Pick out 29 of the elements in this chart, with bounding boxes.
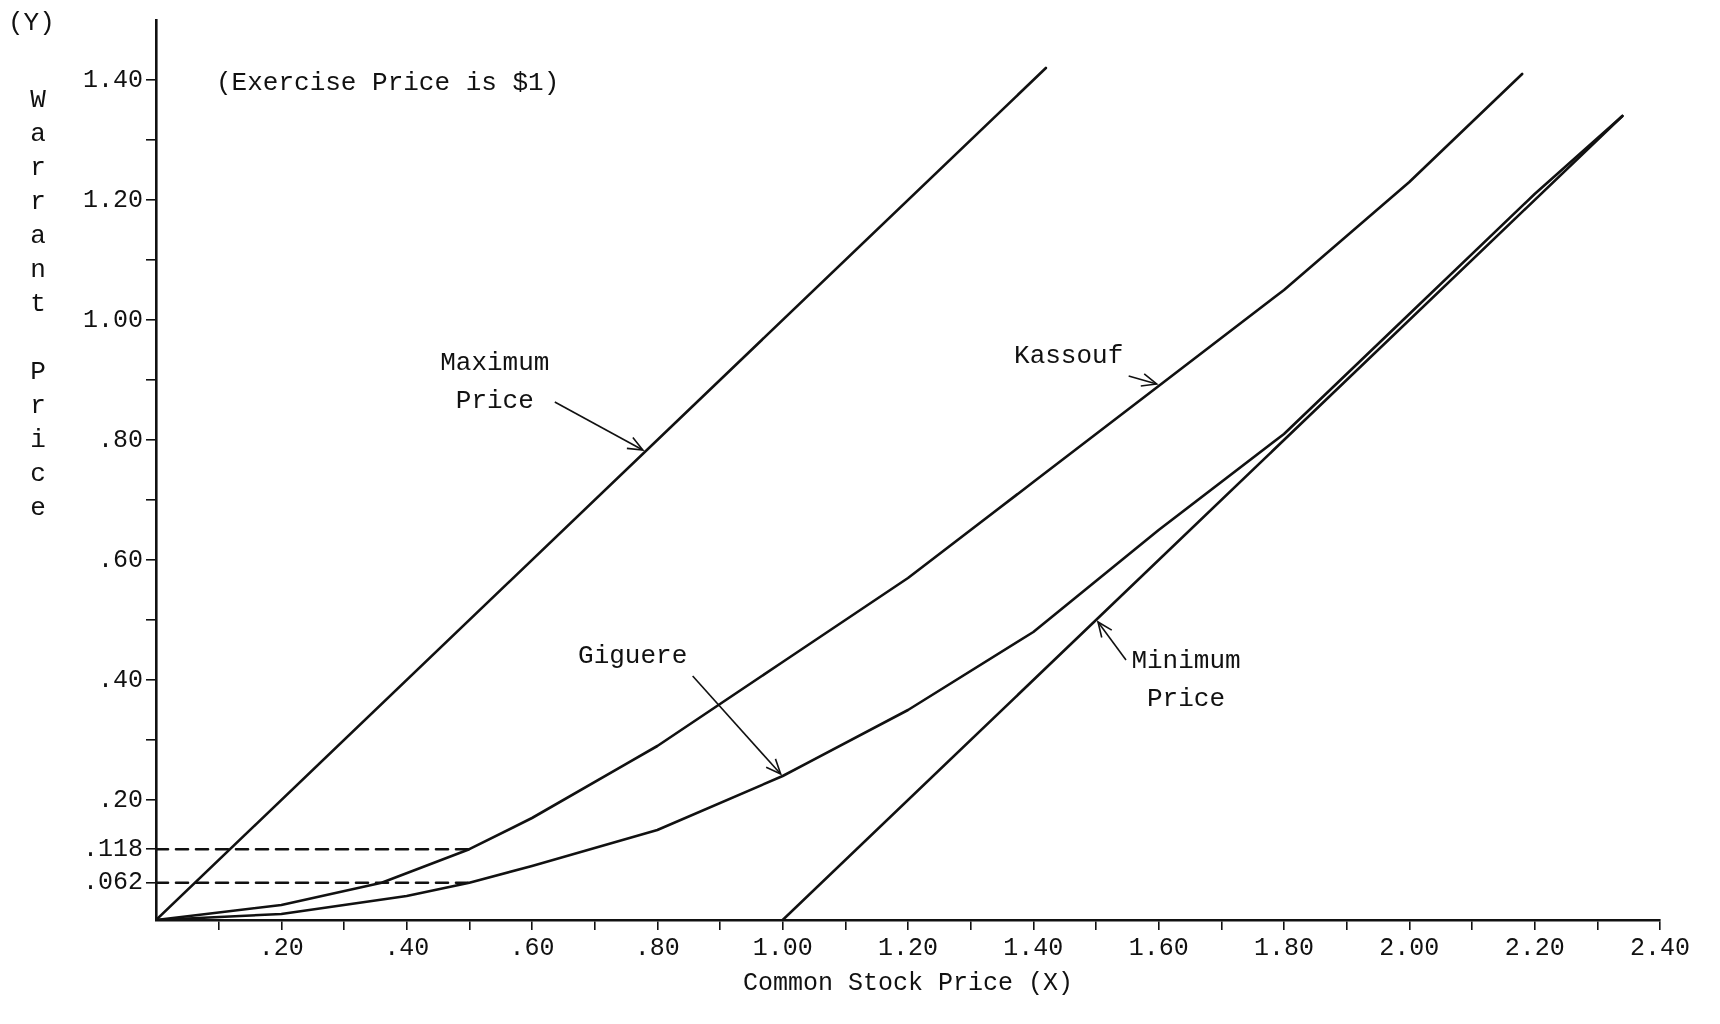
x-tick-label: 2.40 xyxy=(1629,933,1691,963)
x-tick-label: 1.60 xyxy=(1128,933,1189,963)
y-tick-label: .20 xyxy=(97,785,144,815)
y-tick-label: .80 xyxy=(97,425,144,455)
y-tick-label: .60 xyxy=(97,545,144,575)
y-tick-label: .062 xyxy=(82,868,144,898)
x-tick-label: .60 xyxy=(509,933,555,963)
y-tick-label: .40 xyxy=(97,665,144,695)
x-tick-label: .20 xyxy=(258,933,304,963)
x-tick-label: .40 xyxy=(384,933,430,963)
y-tick-label: 1.20 xyxy=(82,185,144,215)
x-axis-title: Common Stock Price (X) xyxy=(742,968,1074,998)
y-tick-label: 1.00 xyxy=(82,305,144,335)
x-tick-label: 2.20 xyxy=(1504,933,1565,963)
annotation: Kassouf xyxy=(1014,340,1124,371)
x-tick-label: 1.80 xyxy=(1253,933,1315,963)
text: Warrant Price xyxy=(30,84,46,523)
x-tick-label: 1.20 xyxy=(878,933,939,963)
annotation: (Exercise Price is $1) xyxy=(216,67,560,98)
x-tick-label: 2.00 xyxy=(1379,933,1440,963)
x-tick-label: 1.00 xyxy=(752,933,813,963)
x-tick-label: 1.40 xyxy=(1003,933,1064,963)
annotation: Giguere xyxy=(578,640,688,671)
text: (Y) xyxy=(8,7,55,38)
annotation: Maximum Price xyxy=(440,347,550,416)
y-tick-label: 1.40 xyxy=(82,65,144,95)
y-tick-label: .118 xyxy=(82,834,144,864)
annotation: Minimum Price xyxy=(1131,645,1241,714)
x-tick-label: .80 xyxy=(634,933,680,963)
